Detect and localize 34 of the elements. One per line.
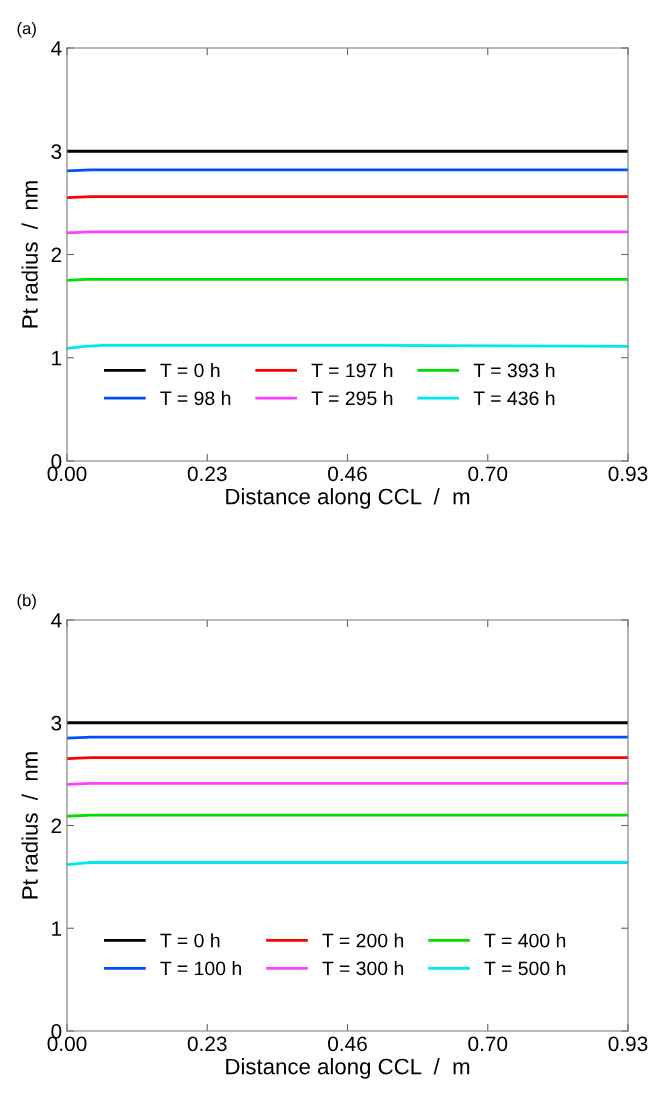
y-tick-label: 3 (51, 715, 62, 731)
chart-title: (b) (17, 594, 36, 610)
x-tick-label: 0.46 (328, 466, 367, 482)
legend-label: T = 400 h (484, 933, 566, 948)
y-axis-title: Pt radius / nm (21, 752, 38, 899)
legend-label: T = 0 h (160, 933, 220, 948)
legend-label: T = 197 h (311, 363, 393, 378)
chart-title: (a) (17, 22, 36, 38)
y-tick-label: 4 (51, 613, 62, 628)
legend-label: T = 295 h (311, 390, 393, 406)
y-tick-label: 2 (51, 247, 62, 263)
y-tick-label: 1 (52, 350, 62, 366)
legend-label: T = 500 h (484, 960, 566, 976)
x-axis-title: Distance along CCL / m (226, 488, 470, 509)
x-tick-label: 0.93 (608, 1036, 648, 1052)
legend-label: T = 436 h (473, 390, 555, 406)
x-tick-label: 0.70 (468, 466, 508, 482)
x-tick-label: 0.70 (468, 1036, 508, 1052)
y-tick-label: 3 (51, 144, 62, 159)
x-tick-label: 0.93 (608, 466, 648, 482)
legend-label: T = 0 h (160, 363, 220, 378)
y-tick-label: 2 (51, 818, 62, 834)
legend-label: T = 98 h (160, 390, 231, 406)
x-tick-label: 0.46 (328, 1036, 367, 1052)
legend-label: T = 100 h (160, 960, 241, 976)
x-axis-title: Distance along CCL / m (226, 1058, 470, 1079)
x-tick-label: 0.23 (187, 466, 227, 482)
y-axis-title: Pt radius / nm (21, 181, 38, 328)
legend-label: T = 200 h (322, 933, 404, 948)
x-tick-label: 0.23 (187, 1036, 227, 1052)
legend-label: T = 393 h (473, 363, 555, 378)
y-tick-label: 1 (52, 921, 62, 936)
legend-label: T = 300 h (322, 960, 404, 976)
y-tick-label: 4 (51, 41, 62, 56)
